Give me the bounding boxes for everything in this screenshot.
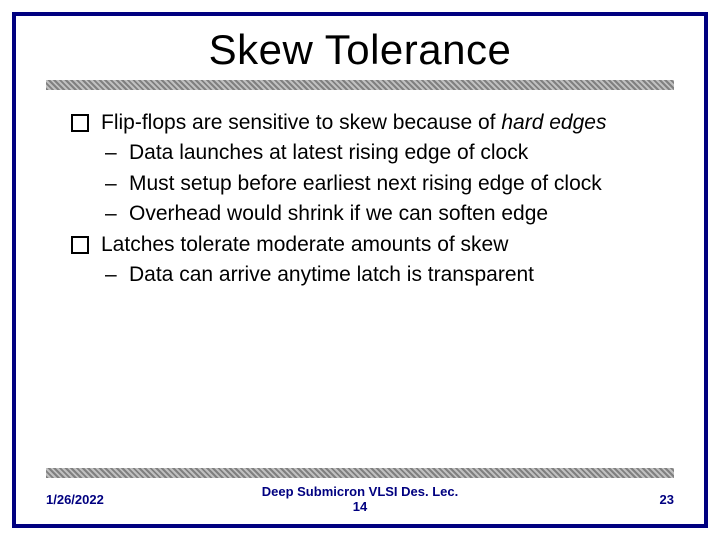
footer-date: 1/26/2022	[46, 492, 255, 507]
bullet-text: Data can arrive anytime latch is transpa…	[129, 263, 534, 286]
bullet-text: Latches tolerate moderate amounts of ske…	[101, 233, 508, 256]
bullet-text: Data launches at latest rising edge of c…	[129, 141, 528, 164]
bullet-text: Overhead would shrink if we can soften e…	[129, 202, 548, 225]
bullet-text: Must setup before earliest next rising e…	[129, 172, 602, 195]
bullet-text-pre: Flip-flops are sensitive to skew because…	[101, 111, 501, 134]
slide-title: Skew Tolerance	[16, 16, 704, 80]
divider-top	[46, 80, 674, 90]
slide-outer: Skew Tolerance Flip-flops are sensitive …	[0, 0, 720, 540]
footer-course: Deep Submicron VLSI Des. Lec. 14	[255, 484, 464, 514]
bullet-item: Data can arrive anytime latch is transpa…	[71, 260, 664, 290]
bullet-item: Latches tolerate moderate amounts of ske…	[71, 230, 664, 260]
bullet-text-italic: hard edges	[501, 111, 606, 134]
footer-page: 23	[465, 492, 674, 507]
bullet-item: Flip-flops are sensitive to skew because…	[71, 108, 664, 138]
slide-footer: 1/26/2022 Deep Submicron VLSI Des. Lec. …	[16, 484, 704, 524]
bullet-item: Must setup before earliest next rising e…	[71, 169, 664, 199]
slide-border: Skew Tolerance Flip-flops are sensitive …	[12, 12, 708, 528]
slide-content: Flip-flops are sensitive to skew because…	[16, 90, 704, 468]
divider-bottom	[46, 468, 674, 478]
bullet-item: Overhead would shrink if we can soften e…	[71, 199, 664, 229]
bullet-item: Data launches at latest rising edge of c…	[71, 138, 664, 168]
